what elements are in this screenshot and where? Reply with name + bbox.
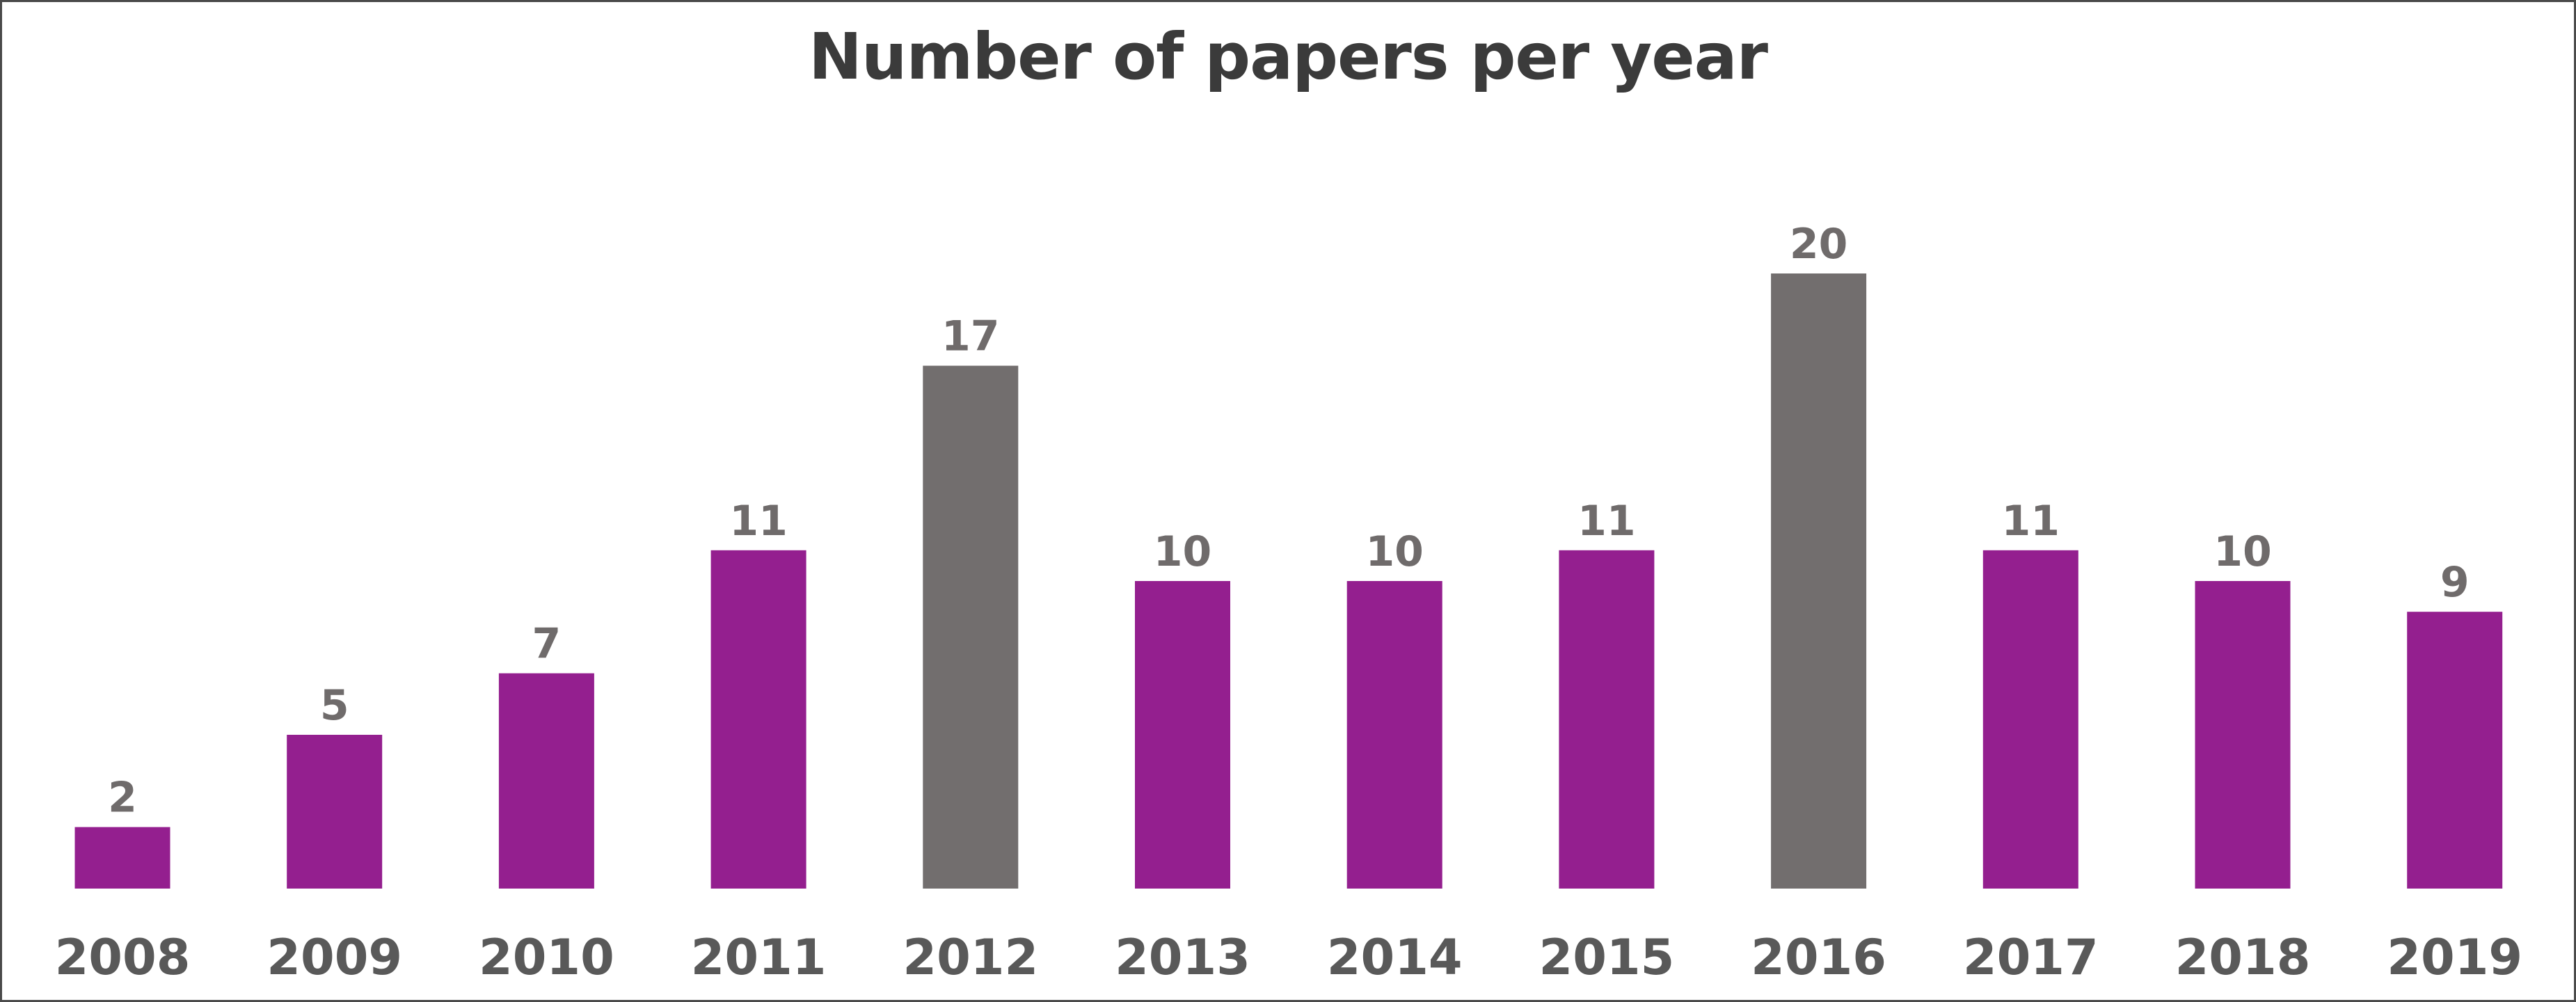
x-tick-label-2008: 2008 bbox=[55, 929, 191, 986]
data-label-2017: 11 bbox=[2002, 497, 2060, 546]
data-label-2012: 17 bbox=[941, 312, 1000, 361]
data-label-2019: 9 bbox=[2440, 558, 2470, 607]
bar-2013 bbox=[1135, 581, 1230, 889]
x-tick-label-2014: 2014 bbox=[1327, 929, 1463, 986]
data-label-2018: 10 bbox=[2213, 527, 2272, 576]
bar-2017 bbox=[1982, 550, 2078, 889]
data-label-2010: 7 bbox=[532, 620, 562, 669]
bar-2012 bbox=[923, 365, 1019, 889]
x-tick-label-2018: 2018 bbox=[2175, 929, 2311, 986]
data-label-2009: 5 bbox=[320, 681, 349, 730]
bar-2009 bbox=[287, 735, 383, 889]
bar-2018 bbox=[2195, 581, 2291, 889]
chart-title: Number of papers per year bbox=[808, 19, 1768, 94]
bar-2010 bbox=[498, 673, 594, 889]
x-tick-label-2015: 2015 bbox=[1539, 929, 1674, 986]
x-tick-label-2012: 2012 bbox=[903, 929, 1038, 986]
bar-2015 bbox=[1559, 550, 1655, 889]
x-tick-label-2017: 2017 bbox=[1963, 929, 2099, 986]
bar-2019 bbox=[2407, 612, 2503, 889]
bar-2016 bbox=[1771, 273, 1867, 889]
data-label-2016: 20 bbox=[1790, 220, 1848, 269]
x-tick-label-2013: 2013 bbox=[1115, 929, 1250, 986]
data-label-2015: 11 bbox=[1577, 497, 1636, 546]
data-label-2008: 2 bbox=[108, 774, 137, 822]
x-tick-label-2019: 2019 bbox=[2387, 929, 2522, 986]
data-label-2013: 10 bbox=[1154, 527, 1212, 576]
x-tick-label-2010: 2010 bbox=[479, 929, 614, 986]
bar-2008 bbox=[74, 827, 170, 889]
x-tick-label-2009: 2009 bbox=[267, 929, 402, 986]
data-label-2014: 10 bbox=[1365, 527, 1424, 576]
bar-2011 bbox=[710, 550, 806, 889]
bar-2014 bbox=[1346, 581, 1442, 889]
data-label-2011: 11 bbox=[729, 497, 788, 546]
x-tick-label-2016: 2016 bbox=[1751, 929, 1886, 986]
x-tick-label-2011: 2011 bbox=[691, 929, 827, 986]
